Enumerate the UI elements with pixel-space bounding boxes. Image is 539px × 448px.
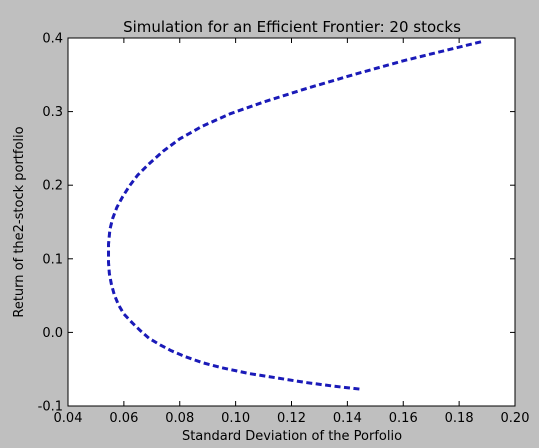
y-tick-label: 0.2 — [42, 179, 63, 194]
x-tick-label: 0.18 — [445, 411, 474, 426]
x-tick-label: 0.06 — [109, 411, 138, 426]
x-tick-label: 0.14 — [333, 411, 362, 426]
y-tick-label: 0.1 — [42, 252, 63, 267]
y-tick-label: 0.0 — [42, 326, 63, 341]
plot-area — [67, 37, 516, 407]
x-tick-label: 0.08 — [165, 411, 194, 426]
x-tick-label: 0.12 — [277, 411, 306, 426]
x-axis-label: Standard Deviation of the Porfolio — [182, 429, 402, 444]
x-tick-label: 0.16 — [389, 411, 418, 426]
x-tick-label: 0.10 — [221, 411, 250, 426]
y-tick-label: 0.4 — [42, 32, 63, 47]
x-tick-label: 0.04 — [54, 411, 83, 426]
y-tick-label: 0.3 — [42, 105, 63, 120]
series-layer — [107, 40, 482, 391]
y-axis: -0.1 0.0 0.1 0.2 0.3 0.4 — [38, 32, 515, 415]
y-tick-label: -0.1 — [38, 400, 63, 415]
x-axis: 0.04 0.06 0.08 0.10 0.12 0.14 0.16 0.18 0.20 — [54, 38, 530, 426]
y-axis-label: Return of the2-stock portfolio — [12, 126, 27, 317]
x-tick-label: 0.20 — [501, 411, 530, 426]
chart-title: Simulation for an Efficient Frontier: 20… — [123, 18, 461, 36]
frontier-line — [107, 40, 482, 391]
